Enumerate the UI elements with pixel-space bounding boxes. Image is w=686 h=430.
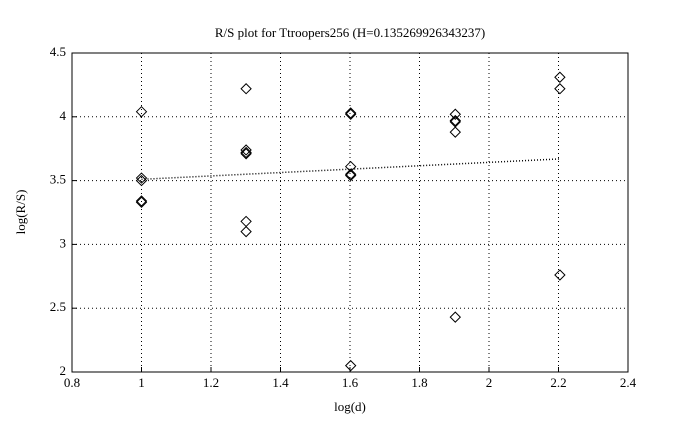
data-point (135, 105, 148, 118)
data-point (344, 107, 357, 119)
x-tick-label: 2 (486, 375, 493, 390)
data-point (240, 146, 252, 159)
data-point (135, 196, 148, 208)
data-point (554, 71, 566, 83)
y-axis-label: log(R/S) (13, 190, 28, 235)
x-tick-label: 1.2 (203, 375, 219, 390)
data-point (449, 114, 462, 127)
x-tick-label: 2.2 (550, 375, 566, 390)
x-tick-label: 1.4 (272, 375, 289, 390)
x-tick-label: 1.8 (411, 375, 427, 390)
data-point (240, 144, 252, 156)
data-point (135, 195, 148, 207)
y-tick-label: 2.5 (50, 299, 66, 314)
data-point (344, 168, 357, 180)
y-tick-label: 2 (60, 363, 67, 378)
y-tick-label: 4.5 (50, 44, 66, 59)
plot-frame (71, 52, 629, 373)
x-tick-label: 2.4 (620, 375, 637, 390)
chart-title: R/S plot for Ttroopers256 (H=0.135269926… (215, 25, 485, 40)
data-point (135, 172, 148, 184)
y-tick-label: 3.5 (50, 172, 66, 187)
y-tick-label: 3 (60, 235, 67, 250)
data-point (554, 83, 566, 95)
data-point (240, 148, 252, 160)
data-point (554, 269, 566, 281)
data-point (449, 311, 462, 323)
y-tick-label: 4 (60, 108, 67, 123)
data-point (344, 108, 357, 120)
x-axis-label: log(d) (334, 399, 366, 414)
data-point (240, 225, 252, 238)
x-tick-label: 1 (138, 375, 145, 390)
data-point (344, 359, 357, 372)
data-point (449, 126, 462, 138)
x-tick-label: 0.8 (64, 375, 80, 390)
data-point (344, 169, 357, 182)
data-point (344, 160, 357, 173)
data-point (449, 108, 462, 120)
fit-line (141, 158, 560, 181)
data-point (240, 83, 252, 95)
x-tick-label: 1.6 (342, 375, 359, 390)
